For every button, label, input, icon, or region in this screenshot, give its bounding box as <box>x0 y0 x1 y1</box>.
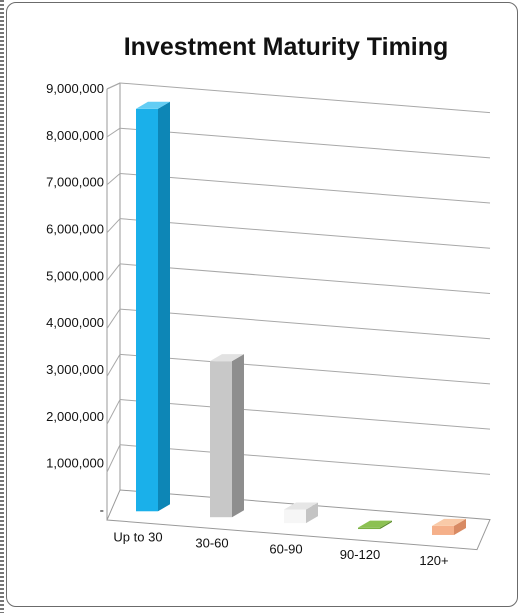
x-axis-labels: Up to 30 30-60 60-90 90-120 120+ <box>113 529 448 568</box>
bar-side <box>158 101 170 512</box>
gridlines <box>106 82 491 475</box>
bar-120- <box>432 518 466 535</box>
y-tick-label: 5,000,000 <box>46 268 104 283</box>
chart-title: Investment Maturity Timing <box>124 33 449 61</box>
gridline <box>119 444 491 475</box>
bar-30-60 <box>210 354 244 518</box>
gridline <box>119 308 491 340</box>
gridline <box>119 399 491 430</box>
bar-front <box>432 525 454 535</box>
bar-front <box>210 361 232 518</box>
bar-top <box>284 502 318 510</box>
x-tick-label: 30-60 <box>195 535 228 550</box>
gridline <box>119 263 491 294</box>
bar-side <box>380 520 392 530</box>
gridline <box>119 127 491 159</box>
bar-front <box>136 108 158 512</box>
gridline <box>119 218 491 249</box>
bar-top <box>136 101 170 109</box>
bar-top <box>210 354 244 362</box>
chart-floor <box>106 489 491 551</box>
bar-90-120 <box>358 520 392 530</box>
gridline <box>119 82 491 114</box>
x-tick-label: Up to 30 <box>113 529 162 544</box>
y-tick-label: 1,000,000 <box>46 456 104 471</box>
bar-up-to-30 <box>136 101 170 512</box>
side-gridline <box>106 127 121 138</box>
x-tick-label: 90-120 <box>340 547 380 562</box>
y-tick-label: 4,000,000 <box>46 315 104 330</box>
chart-walls <box>106 82 491 551</box>
y-tick-label: 2,000,000 <box>46 409 104 424</box>
y-tick-label: 8,000,000 <box>46 128 104 143</box>
y-axis-ticks: - 1,000,000 2,000,000 3,000,000 4,000,000 5,0… <box>46 81 104 517</box>
gridline <box>119 172 491 204</box>
side-gridline <box>106 308 121 329</box>
side-gridline <box>106 444 121 473</box>
bar-front <box>284 509 306 524</box>
bar-top <box>358 520 392 528</box>
side-gridline <box>106 82 121 90</box>
y-tick-label: 7,000,000 <box>46 175 104 190</box>
bar-60-90 <box>284 502 318 524</box>
x-tick-label: 120+ <box>419 553 448 568</box>
bar-top <box>432 518 466 526</box>
bar-front <box>358 527 380 530</box>
side-gridline <box>106 399 121 425</box>
bar-side <box>232 354 244 518</box>
side-gridline <box>106 354 121 377</box>
side-gridline <box>106 173 121 186</box>
chart-frame <box>6 2 518 607</box>
y-tick-label: 9,000,000 <box>46 81 104 96</box>
gridline <box>119 353 491 385</box>
y-tick-label: 3,000,000 <box>46 362 104 377</box>
bars <box>136 101 466 535</box>
y-tick-label: - <box>100 502 104 517</box>
left-edge-strip <box>0 0 4 613</box>
bar-side <box>454 518 466 535</box>
side-gridline <box>106 218 121 234</box>
side-gridline <box>106 263 121 281</box>
x-tick-label: 60-90 <box>269 541 302 556</box>
y-tick-label: 6,000,000 <box>46 221 104 236</box>
bar-side <box>306 502 318 524</box>
